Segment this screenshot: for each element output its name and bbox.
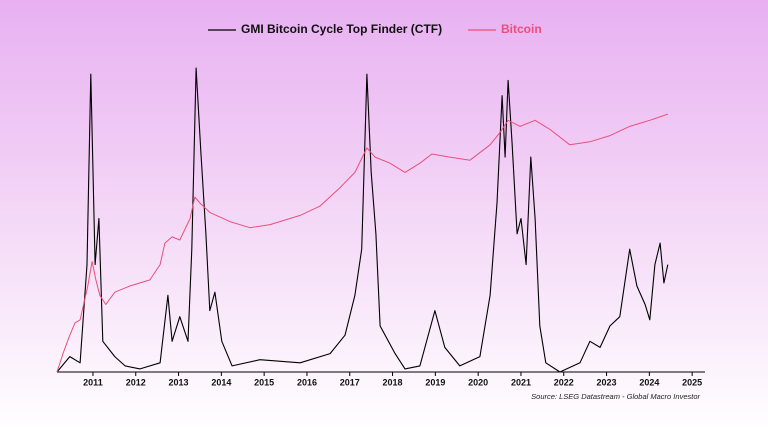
legend-label: Bitcoin bbox=[501, 22, 542, 36]
series-line bbox=[56, 113, 668, 373]
x-tick-label: 2018 bbox=[383, 377, 403, 387]
x-tick-label: 2013 bbox=[169, 377, 189, 387]
x-tick-label: 2011 bbox=[83, 377, 103, 387]
x-tick-label: 2012 bbox=[126, 377, 146, 387]
x-tick-label: 2014 bbox=[211, 377, 231, 387]
x-tick-label: 2017 bbox=[340, 377, 360, 387]
x-tick-label: 2024 bbox=[639, 377, 659, 387]
legend-label: GMI Bitcoin Cycle Top Finder (CTF) bbox=[241, 22, 442, 36]
series-line bbox=[56, 67, 669, 373]
x-tick-label: 2025 bbox=[682, 377, 702, 387]
x-tick-label: 2020 bbox=[468, 377, 488, 387]
x-tick-label: 2019 bbox=[425, 377, 445, 387]
x-tick-label: 2016 bbox=[297, 377, 317, 387]
x-tick-label: 2015 bbox=[254, 377, 274, 387]
x-tick-label: 2023 bbox=[597, 377, 617, 387]
x-tick-label: 2021 bbox=[511, 377, 531, 387]
source-note: Source: LSEG Datastream - Global Macro I… bbox=[531, 392, 700, 401]
x-tick-label: 2022 bbox=[554, 377, 574, 387]
